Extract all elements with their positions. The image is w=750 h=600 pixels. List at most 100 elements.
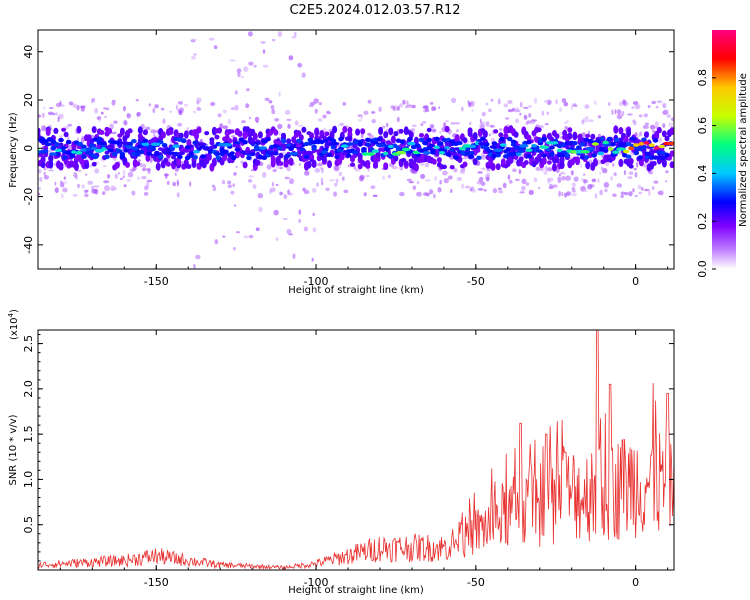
heatmap-scatter-cell: [229, 59, 236, 62]
heatmap-peak-cell: [667, 141, 674, 146]
heatmap-scatter-cell: [298, 124, 304, 127]
heatmap-scatter-cell: [477, 171, 483, 174]
heatmap-scatter-cell: [363, 192, 367, 197]
heatmap-peak-cell: [120, 141, 130, 145]
heatmap-scatter-cell: [618, 101, 624, 107]
heatmap-band-cell: [211, 157, 217, 167]
heatmap-band-cell: [656, 126, 662, 134]
heatmap-band-cell: [585, 161, 591, 170]
heatmap-scatter-cell: [518, 168, 522, 175]
snr-exponent-power: 4: [7, 312, 15, 317]
heatmap-scatter-cell: [541, 110, 544, 116]
heatmap-peak-cell: [49, 152, 58, 156]
heatmap-peak-cell: [196, 142, 207, 146]
heatmap-scatter-cell: [143, 192, 149, 196]
heatmap-scatter-cell: [623, 169, 627, 176]
heatmap-band-cell: [644, 131, 649, 138]
heatmap-scatter-cell: [614, 109, 617, 115]
heatmap-scatter-cell: [381, 125, 386, 129]
heatmap-peak-cell: [274, 140, 282, 145]
heatmap-scatter-cell: [59, 135, 63, 138]
heatmap-scatter-cell: [333, 191, 338, 197]
heatmap-scatter-cell: [421, 120, 427, 124]
heatmap-band-cell: [376, 137, 383, 142]
heatmap-scatter-cell: [47, 111, 54, 116]
heatmap-band-cell: [599, 136, 605, 141]
heatmap-scatter-cell: [237, 71, 241, 78]
heatmap-band-cell: [579, 142, 586, 147]
heatmap-scatter-cell: [459, 177, 462, 181]
heatmap-scatter-cell: [652, 185, 655, 191]
heatmap-scatter-cell: [648, 190, 651, 196]
heatmap-peak-cell: [146, 145, 155, 150]
heatmap-scatter-cell: [652, 130, 656, 133]
heatmap-peak-cell: [539, 145, 550, 149]
heatmap-scatter-cell: [439, 130, 442, 134]
heatmap-band-cell: [161, 143, 168, 148]
heatmap-scatter-cell: [103, 107, 108, 110]
heatmap-peak-cell: [597, 151, 604, 156]
heatmap-band-cell: [664, 135, 670, 142]
heatmap-scatter-cell: [638, 191, 643, 195]
heatmap-scatter-cell: [311, 257, 314, 262]
heatmap-scatter-cell: [476, 181, 482, 185]
heatmap-scatter-cell: [321, 182, 324, 186]
heatmap-scatter-cell: [581, 119, 585, 125]
heatmap-scatter-cell: [137, 159, 141, 162]
heatmap-band-cell: [444, 125, 450, 133]
heatmap-scatter-cell: [123, 184, 127, 188]
heatmap-band-cell: [641, 145, 647, 150]
heatmap-scatter-cell: [210, 101, 216, 107]
heatmap-band-cell: [449, 165, 455, 170]
heatmap-band-cell: [398, 128, 404, 134]
heatmap-band-cell: [559, 161, 565, 170]
colorbar-scale: [712, 30, 736, 269]
heatmap-scatter-cell: [222, 109, 227, 114]
heatmap-band-cell: [576, 145, 582, 150]
heatmap-band-cell: [50, 139, 57, 144]
heatmap-scatter-cell: [631, 106, 635, 109]
heatmap-band-cell: [472, 158, 478, 166]
heatmap-peak-cell: [209, 145, 215, 150]
heatmap-band-cell: [523, 160, 529, 165]
heatmap-scatter-cell: [597, 115, 602, 119]
heatmap-band-cell: [165, 161, 171, 167]
heatmap-scatter-cell: [294, 31, 297, 37]
heatmap-scatter-cell: [651, 100, 657, 105]
heatmap-scatter-cell: [109, 123, 114, 130]
heatmap-scatter-cell: [543, 99, 549, 104]
heatmap-scatter-cell: [507, 109, 513, 113]
snr-xtick-label: -50: [467, 576, 485, 589]
heatmap-band-cell: [464, 146, 471, 151]
heatmap-scatter-cell: [38, 114, 42, 118]
heatmap-band-cell: [196, 126, 202, 134]
heatmap-band-cell: [100, 141, 106, 146]
heatmap-scatter-cell: [445, 119, 449, 123]
heatmap-scatter-cell: [222, 125, 229, 130]
heatmap-scatter-cell: [357, 114, 361, 117]
heatmap-scatter-cell: [252, 184, 257, 190]
heatmap-scatter-cell: [637, 184, 642, 190]
heatmap-band-cell: [255, 159, 261, 166]
heatmap-band-cell: [194, 131, 199, 141]
heatmap-band-cell: [270, 155, 276, 164]
heatmap-scatter-cell: [262, 171, 267, 178]
heatmap-scatter-cell: [217, 113, 222, 118]
heatmap-peak-cell: [357, 141, 363, 146]
heatmap-peak-cell: [104, 145, 115, 150]
heatmap-scatter-cell: [177, 122, 183, 127]
heatmap-scatter-cell: [57, 116, 60, 122]
colorbar-tick-label: 0.6: [696, 117, 709, 135]
heatmap-band-cell: [626, 128, 632, 138]
heatmap-band-cell: [365, 164, 371, 169]
heatmap-band-cell: [342, 126, 348, 134]
heatmap-scatter-cell: [634, 194, 639, 198]
heatmap-band-cell: [176, 157, 182, 166]
heatmap-scatter-cell: [656, 100, 663, 104]
heatmap-band-cell: [119, 127, 125, 136]
heatmap-band-cell: [467, 130, 473, 137]
heatmap-band-cell: [99, 130, 105, 135]
heatmap-scatter-cell: [221, 179, 226, 185]
heatmap-peak-cell: [177, 151, 185, 156]
heatmap-peak-cell: [550, 141, 559, 145]
